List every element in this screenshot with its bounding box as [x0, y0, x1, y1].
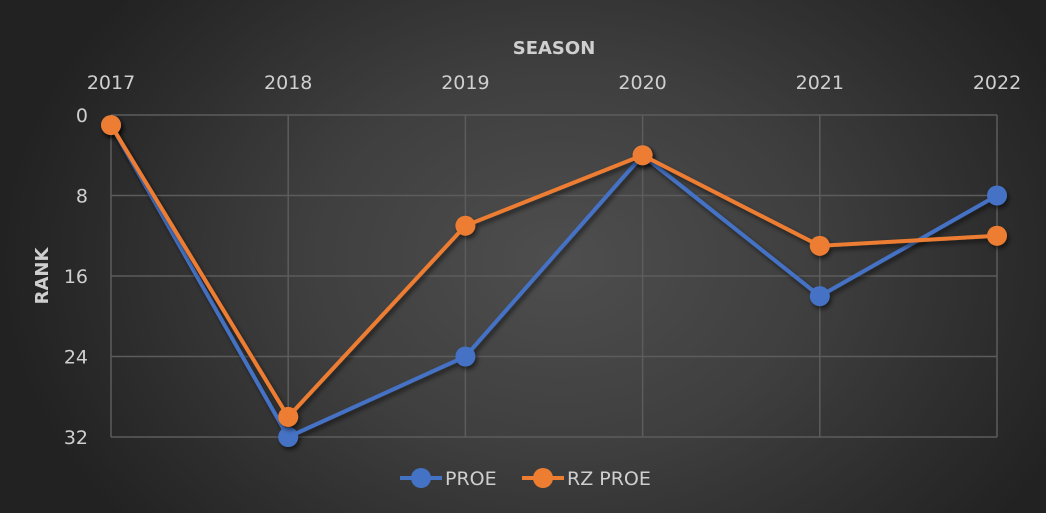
- y-tick-label: 24: [64, 347, 88, 369]
- data-point-marker[interactable]: [809, 235, 830, 256]
- data-point-marker[interactable]: [455, 346, 476, 367]
- series-line: [109, 124, 998, 439]
- x-axis-ticks: 2017 2018 2019 2020 2021 2022: [87, 72, 1021, 94]
- legend-label: PROE: [445, 468, 497, 490]
- data-point-marker[interactable]: [278, 406, 299, 427]
- data-point-marker[interactable]: [632, 145, 653, 166]
- y-tick-label: 8: [76, 186, 88, 208]
- legend-label: RZ PROE: [567, 468, 651, 490]
- y-axis-title: RANK: [32, 247, 53, 305]
- x-axis-title: SEASON: [513, 38, 596, 59]
- x-tick-label: 2018: [264, 72, 312, 94]
- data-series: [101, 115, 1007, 447]
- legend-item[interactable]: PROE: [400, 468, 497, 490]
- series-line: [109, 124, 998, 419]
- gridlines: [110, 114, 998, 438]
- y-axis-ticks: 0 8 16 24 32: [64, 105, 88, 449]
- data-point-marker[interactable]: [809, 286, 830, 307]
- data-point-marker[interactable]: [101, 115, 121, 136]
- data-point-marker[interactable]: [278, 427, 299, 447]
- legend: PROE RZ PROE: [400, 468, 651, 490]
- y-tick-label: 0: [76, 105, 88, 127]
- legend-item[interactable]: RZ PROE: [522, 468, 651, 490]
- y-tick-label: 16: [64, 266, 88, 288]
- x-tick-label: 2021: [796, 72, 844, 94]
- series-rz-proe: [101, 115, 1007, 427]
- legend-marker-icon: [533, 468, 553, 488]
- y-tick-label: 32: [64, 427, 88, 449]
- x-tick-label: 2022: [973, 72, 1021, 94]
- x-tick-label: 2020: [618, 72, 666, 94]
- data-point-marker[interactable]: [987, 225, 1007, 246]
- data-point-marker[interactable]: [987, 185, 1007, 206]
- legend-marker-icon: [411, 468, 431, 488]
- x-tick-label: 2019: [441, 72, 489, 94]
- data-point-marker[interactable]: [455, 215, 476, 236]
- x-tick-label: 2017: [87, 72, 135, 94]
- series-proe: [101, 115, 1007, 447]
